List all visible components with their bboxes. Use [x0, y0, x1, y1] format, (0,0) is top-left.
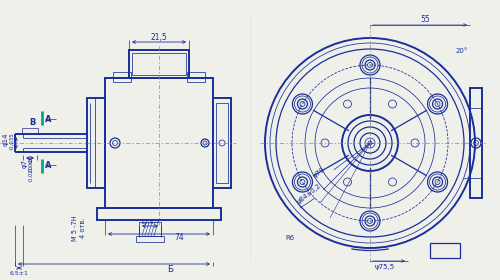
- Text: 21,5: 21,5: [150, 32, 168, 41]
- Text: ψ79: ψ79: [312, 166, 326, 179]
- Bar: [470, 88, 482, 198]
- Text: 74: 74: [174, 234, 184, 242]
- Bar: [187, 72, 205, 82]
- Text: A: A: [45, 115, 52, 123]
- Text: 9: 9: [28, 159, 32, 165]
- Text: φ14: φ14: [3, 132, 9, 146]
- Bar: [113, 72, 131, 82]
- Bar: [132, 53, 186, 75]
- Text: 12,5⁺⁴: 12,5⁺⁴: [140, 220, 160, 225]
- Bar: [139, 222, 161, 236]
- Text: -0,035: -0,035: [10, 132, 14, 150]
- Text: ψ84±0,2: ψ84±0,2: [296, 183, 322, 205]
- Text: 6,5±1: 6,5±1: [10, 270, 29, 276]
- Text: 20°: 20°: [456, 48, 468, 54]
- Bar: [87, 98, 105, 188]
- Text: -0,005: -0,005: [28, 155, 34, 171]
- Text: -0,020: -0,020: [28, 165, 34, 181]
- Text: B: B: [29, 118, 35, 127]
- Bar: [136, 236, 164, 242]
- Bar: [430, 243, 460, 258]
- Text: A: A: [45, 160, 52, 169]
- Text: φ7: φ7: [22, 158, 28, 167]
- Bar: [105, 78, 213, 208]
- Bar: [129, 50, 189, 78]
- Bar: [213, 98, 231, 188]
- Text: R6: R6: [286, 235, 294, 241]
- Bar: [97, 208, 221, 220]
- Text: M 5 -7H: M 5 -7H: [72, 215, 78, 241]
- Bar: [216, 103, 228, 183]
- Text: Б: Б: [167, 265, 173, 274]
- Text: 4 отв.: 4 отв.: [80, 218, 86, 238]
- Text: 55: 55: [420, 15, 430, 24]
- Text: ψ75,5: ψ75,5: [375, 264, 395, 270]
